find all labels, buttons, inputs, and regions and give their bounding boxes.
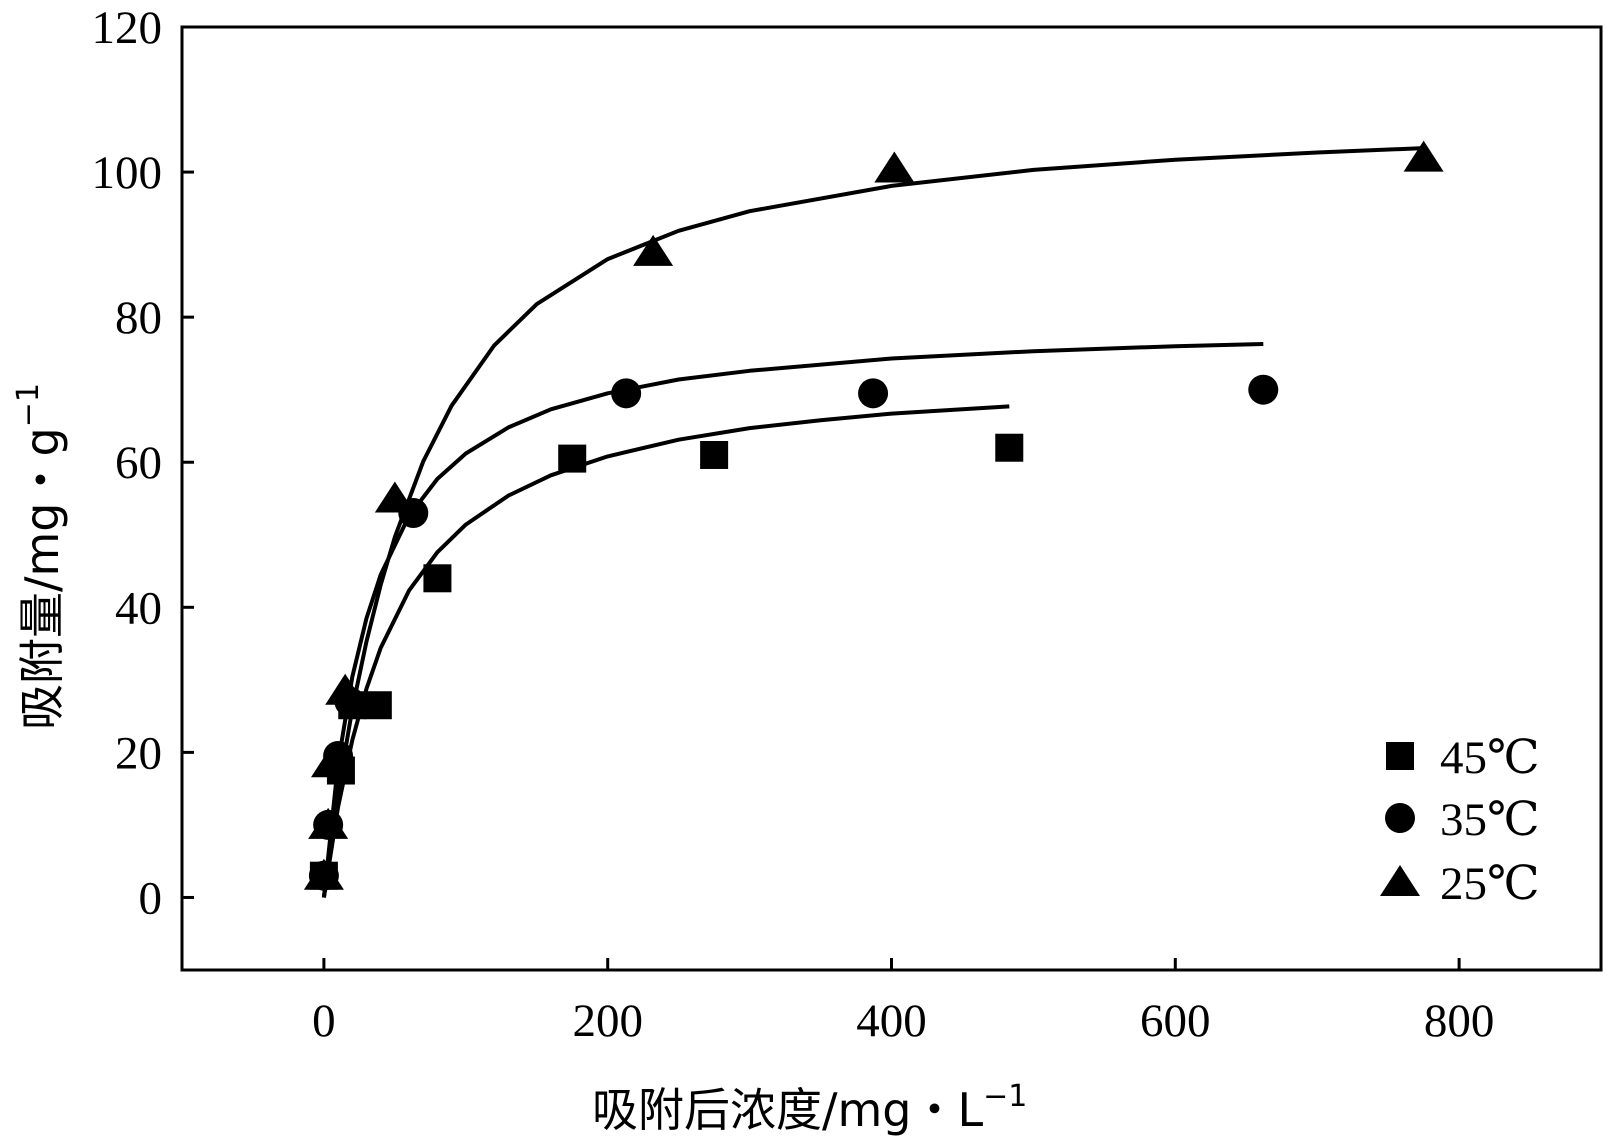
legend-marker-square [1386, 742, 1414, 770]
y-tick-label: 0 [139, 872, 163, 924]
y-axis-ticks: 0 20 40 60 80 100 120 [92, 2, 194, 924]
data-point-triangle [874, 151, 915, 183]
data-point-square [558, 444, 587, 473]
data-point-triangle [633, 234, 674, 266]
y-axis-title: 吸附量/mg・g−1 [11, 383, 69, 730]
data-point-square [423, 564, 452, 593]
fit-curve-triangle [321, 146, 1424, 898]
y-axis-title-superscript: −1 [11, 383, 46, 427]
data-point-circle [611, 378, 642, 409]
y-tick-label: 80 [115, 292, 162, 344]
legend-label: 35℃ [1440, 794, 1540, 846]
x-axis-title-superscript: −1 [983, 1079, 1027, 1114]
legend: 45℃ 35℃ 25℃ [1380, 732, 1540, 910]
legend-label: 25℃ [1440, 858, 1540, 910]
y-tick-label: 20 [115, 727, 162, 779]
x-tick-label: 0 [312, 995, 336, 1047]
legend-marker-circle [1385, 803, 1415, 833]
y-tick-label: 60 [115, 437, 162, 489]
x-tick-label: 800 [1424, 995, 1495, 1047]
data-point-triangle [310, 746, 351, 778]
data-point-square [363, 691, 392, 720]
y-tick-label: 120 [92, 2, 163, 54]
x-axis-ticks: 0 200 400 600 800 [312, 958, 1494, 1047]
y-tick-label: 100 [92, 147, 163, 199]
x-tick-label: 200 [572, 995, 643, 1047]
data-point-triangle [1403, 140, 1444, 172]
data-point-triangle [303, 858, 344, 890]
legend-marker-triangle [1380, 865, 1420, 896]
legend-label: 45℃ [1440, 732, 1540, 784]
fit-curve-square [321, 404, 1010, 898]
x-axis-title: 吸附后浓度/mg・L−1 [592, 1079, 1027, 1137]
x-tick-label: 400 [856, 995, 927, 1047]
data-point-square [700, 440, 729, 469]
data-points [303, 140, 1444, 891]
fit-curve-circle [321, 342, 1264, 898]
data-point-square [995, 433, 1024, 462]
data-point-triangle [325, 673, 366, 705]
x-tick-label: 600 [1140, 995, 1211, 1047]
data-point-triangle [308, 807, 349, 839]
data-point-circle [1248, 374, 1279, 405]
fit-curves [321, 146, 1424, 898]
data-point-circle [858, 378, 889, 409]
y-tick-label: 40 [115, 582, 162, 634]
data-point-triangle [374, 481, 415, 513]
